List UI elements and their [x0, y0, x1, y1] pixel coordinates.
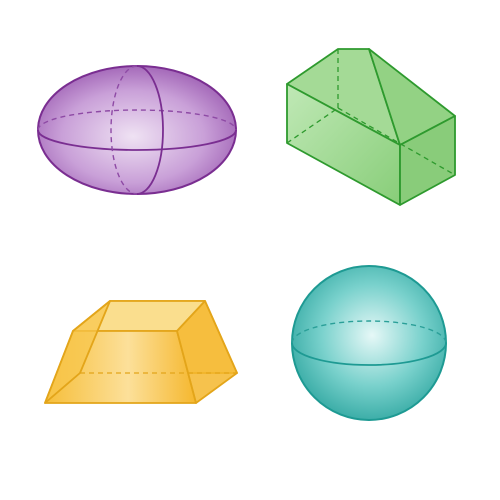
sphere-body: [291, 265, 447, 421]
ellipsoid: [37, 65, 237, 195]
sphere: [291, 265, 447, 421]
pentagonal-prism: [286, 48, 456, 206]
sphere-equator-back: [291, 320, 447, 344]
trapezoidal-prism: [44, 300, 238, 404]
prism-hidden-edges: [286, 49, 456, 176]
trapezoid-hidden-edges: [44, 300, 237, 404]
ellipsoid-body: [37, 65, 237, 195]
sphere-equator-front: [291, 342, 447, 366]
prism-right-face: [399, 115, 456, 206]
ellipsoid-meridian-back: [110, 65, 138, 195]
ellipsoid-meridian-front: [136, 65, 164, 195]
ellipsoid-equator-back: [37, 109, 237, 131]
ellipsoid-equator-front: [37, 129, 237, 151]
